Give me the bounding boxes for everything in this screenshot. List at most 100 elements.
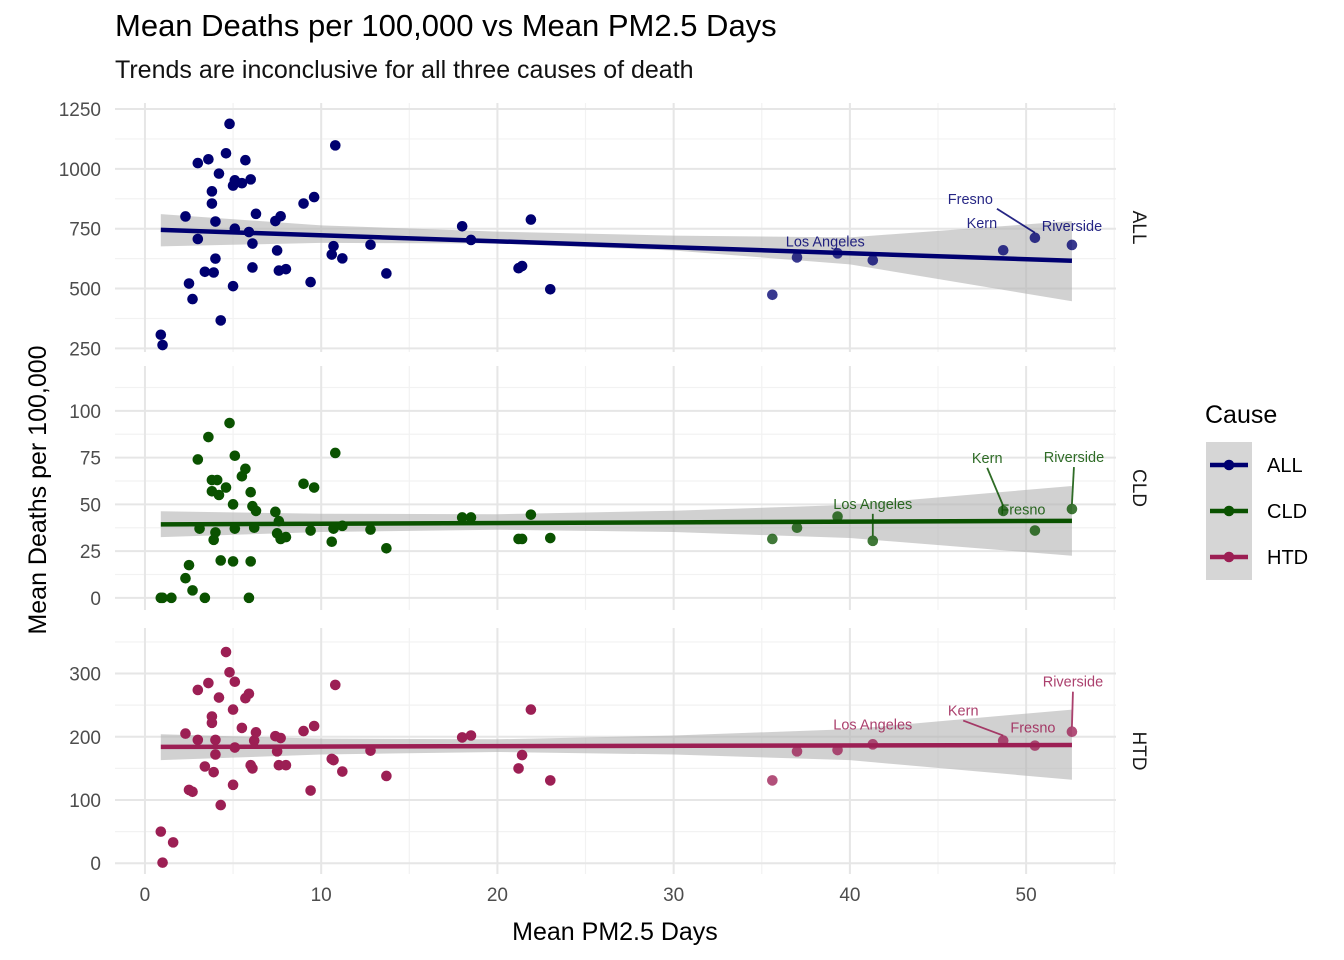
data-point <box>791 746 803 757</box>
data-point <box>224 417 235 429</box>
facet-panel-cld: 0 25 50 75 100 Kern Riverside Los Angeles Fresno… <box>69 366 1149 610</box>
legend-item-label: HTD <box>1267 547 1308 569</box>
data-point <box>308 482 320 493</box>
data-point <box>1029 525 1041 536</box>
data-point <box>328 754 339 766</box>
data-point <box>208 766 219 778</box>
y-tick-label: 0 <box>90 589 101 610</box>
x-tick-label: 20 <box>487 885 508 906</box>
data-point <box>192 734 204 746</box>
data-point <box>337 253 348 264</box>
data-point <box>381 268 392 279</box>
x-tick-label: 40 <box>839 885 860 906</box>
data-point <box>247 262 258 273</box>
y-tick-label: 300 <box>69 665 101 686</box>
data-point <box>381 542 392 554</box>
legend-item-label: ALL <box>1267 455 1303 477</box>
data-point <box>867 535 879 547</box>
point-annotation-label: Fresno <box>1010 721 1055 737</box>
data-point <box>245 174 256 185</box>
data-point <box>210 253 221 264</box>
data-point <box>326 536 338 548</box>
chart-subtitle: Trends are inconclusive for all three ca… <box>115 56 694 84</box>
trend-line <box>160 742 1072 750</box>
data-point <box>456 512 468 523</box>
data-point <box>180 728 191 739</box>
data-point <box>243 592 255 604</box>
data-point <box>456 221 468 232</box>
data-point <box>183 559 195 571</box>
data-point <box>381 770 392 782</box>
data-point <box>224 666 235 678</box>
data-point <box>328 240 339 252</box>
data-point <box>210 734 221 746</box>
data-point <box>250 727 262 738</box>
data-point <box>215 315 227 326</box>
data-point <box>465 512 477 523</box>
point-annotation-label: Kern <box>972 451 1003 467</box>
data-point <box>308 191 320 203</box>
data-point <box>227 556 239 567</box>
data-point <box>280 531 292 543</box>
y-tick-label: 1000 <box>59 160 101 181</box>
data-point <box>305 785 316 796</box>
data-point <box>240 463 251 475</box>
data-point <box>240 154 251 166</box>
data-point <box>305 525 316 536</box>
data-point <box>513 763 524 774</box>
data-point <box>1066 503 1078 515</box>
data-point <box>329 447 341 459</box>
point-annotation-label: Kern <box>967 216 998 232</box>
data-point <box>183 278 195 289</box>
y-tick-label: 50 <box>80 495 101 516</box>
data-point <box>365 239 376 251</box>
data-point <box>867 255 879 266</box>
data-point <box>187 585 198 596</box>
data-point <box>245 486 256 498</box>
data-point <box>180 211 191 222</box>
point-annotation-label: Kern <box>948 704 979 720</box>
data-point <box>298 198 309 209</box>
data-point <box>206 186 218 197</box>
data-point <box>544 775 556 786</box>
data-point <box>199 592 211 604</box>
facet-panel-htd: 0 100 200 300 Riverside Kern Fresno Los Angeles… <box>69 628 1149 875</box>
data-point <box>213 692 225 703</box>
data-point <box>210 216 221 227</box>
facet-strip-label: HTD <box>1128 731 1149 770</box>
data-point <box>157 339 168 351</box>
data-point <box>187 786 198 798</box>
data-point <box>210 749 221 760</box>
legend-key-point <box>1223 505 1235 517</box>
data-point <box>247 763 258 774</box>
data-point <box>229 676 241 688</box>
data-point <box>220 646 232 658</box>
data-point <box>767 289 778 301</box>
label-leader-line <box>1071 466 1075 505</box>
data-point <box>167 837 179 848</box>
data-point <box>245 556 256 567</box>
data-point <box>155 329 167 341</box>
data-point <box>298 478 309 490</box>
data-point <box>203 677 214 689</box>
y-tick-label: 1250 <box>59 100 101 121</box>
data-point <box>227 779 239 791</box>
data-point <box>192 157 204 169</box>
label-leader-line <box>996 208 1036 234</box>
data-point <box>180 572 191 584</box>
data-point <box>275 732 286 744</box>
data-point <box>243 688 255 700</box>
data-point <box>337 766 348 777</box>
data-point <box>250 208 262 220</box>
data-point <box>271 245 283 256</box>
data-point <box>465 730 477 741</box>
y-tick-label: 500 <box>69 280 101 301</box>
data-point <box>247 238 258 249</box>
trend-line <box>160 518 1072 527</box>
y-tick-label: 75 <box>80 449 101 470</box>
data-point <box>456 732 468 743</box>
point-annotation-label: Los Angeles <box>786 234 865 250</box>
data-point <box>544 532 556 544</box>
point-annotation-label: Riverside <box>1044 450 1104 466</box>
label-leader-line <box>962 719 1004 737</box>
